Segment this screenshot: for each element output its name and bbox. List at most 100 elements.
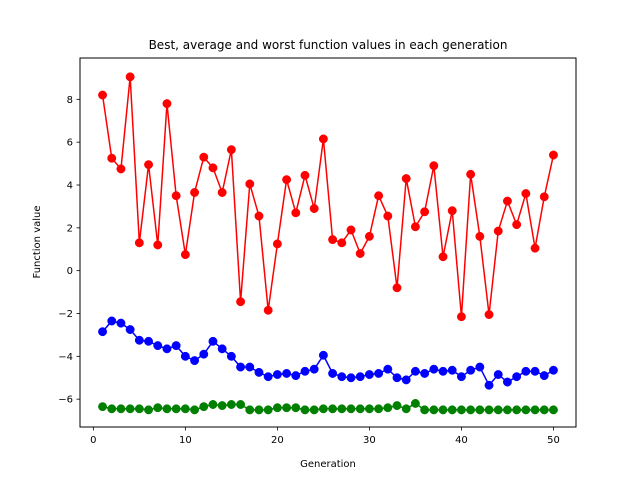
y-tick-label: 4 [67,180,73,191]
data-point [420,369,430,378]
y-tick-label: −2 [58,309,73,320]
data-point [125,325,135,335]
data-point [171,191,181,201]
data-point [217,344,227,354]
data-point [466,405,476,415]
data-point [456,405,466,415]
data-point [346,225,356,235]
data-point [364,370,374,379]
plot-series [98,72,558,415]
data-point [364,404,374,414]
data-point [134,238,144,248]
data-point [392,373,402,383]
x-tick-label: 10 [179,435,192,446]
data-point [549,150,558,160]
data-point [98,90,108,100]
x-axis-label: Generation [300,459,356,470]
data-point [263,372,273,382]
data-point [190,356,200,366]
data-point [364,231,374,241]
data-point [355,372,365,382]
data-point [134,404,144,414]
data-point [456,372,466,382]
data-point [107,153,117,163]
data-point [199,152,209,162]
data-point [208,400,218,409]
data-point [245,362,255,372]
data-point [254,367,264,377]
data-point [484,380,494,390]
data-point [374,404,384,414]
data-point [180,351,190,361]
data-point [217,188,227,197]
y-tick-label: 0 [67,266,73,277]
data-point [199,349,209,359]
x-tick-label: 50 [547,435,560,446]
data-point [475,405,485,415]
data-point [466,169,476,179]
data-point [346,373,356,383]
x-tick-label: 20 [271,435,284,446]
data-point [190,188,200,197]
data-point [144,336,154,346]
data-point [190,405,200,415]
data-point [512,405,522,415]
y-tick-label: 2 [67,223,73,234]
data-point [502,377,512,387]
data-point [355,404,365,414]
data-point [162,99,172,109]
data-point [539,371,549,381]
series-line-worst [101,76,555,318]
data-point [401,404,411,414]
data-point [291,208,301,218]
data-point [475,231,485,241]
data-point [254,211,264,221]
data-point [236,297,246,307]
data-point [98,327,108,337]
data-point [383,403,393,413]
data-point [199,402,209,412]
data-point [337,404,347,414]
data-point [355,249,365,258]
x-tick-label: 0 [90,435,96,446]
data-point [282,175,292,185]
data-point [502,196,512,206]
data-point [530,366,540,376]
data-point [410,366,420,376]
data-point [383,211,393,221]
data-point [420,207,430,217]
data-point [493,370,503,379]
data-point [180,404,190,414]
data-point [272,403,282,413]
data-point [549,405,558,415]
data-point [447,365,457,375]
data-point [263,305,273,315]
data-point [236,362,246,372]
data-point [429,161,439,171]
data-point [245,179,255,189]
y-tick-label: 6 [67,138,73,149]
data-point [226,400,236,409]
data-point [125,72,135,82]
data-point [125,404,135,414]
data-point [282,403,292,413]
data-point [245,405,255,415]
data-point [309,405,319,415]
x-tick-label: 30 [363,435,376,446]
data-point [420,405,430,415]
data-point [107,316,117,326]
data-point [226,145,236,155]
y-tick-label: −6 [58,395,73,406]
data-point [162,404,172,414]
data-point [134,335,144,345]
data-point [208,336,218,346]
data-point [410,398,420,408]
data-point [116,164,126,174]
data-point [410,222,420,232]
data-point [484,310,494,320]
data-point [383,364,393,374]
data-point [309,204,319,214]
data-point [144,160,154,170]
